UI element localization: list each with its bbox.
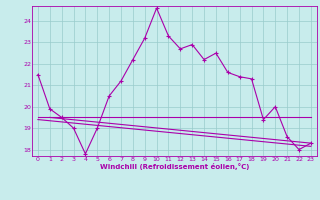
X-axis label: Windchill (Refroidissement éolien,°C): Windchill (Refroidissement éolien,°C) [100,163,249,170]
